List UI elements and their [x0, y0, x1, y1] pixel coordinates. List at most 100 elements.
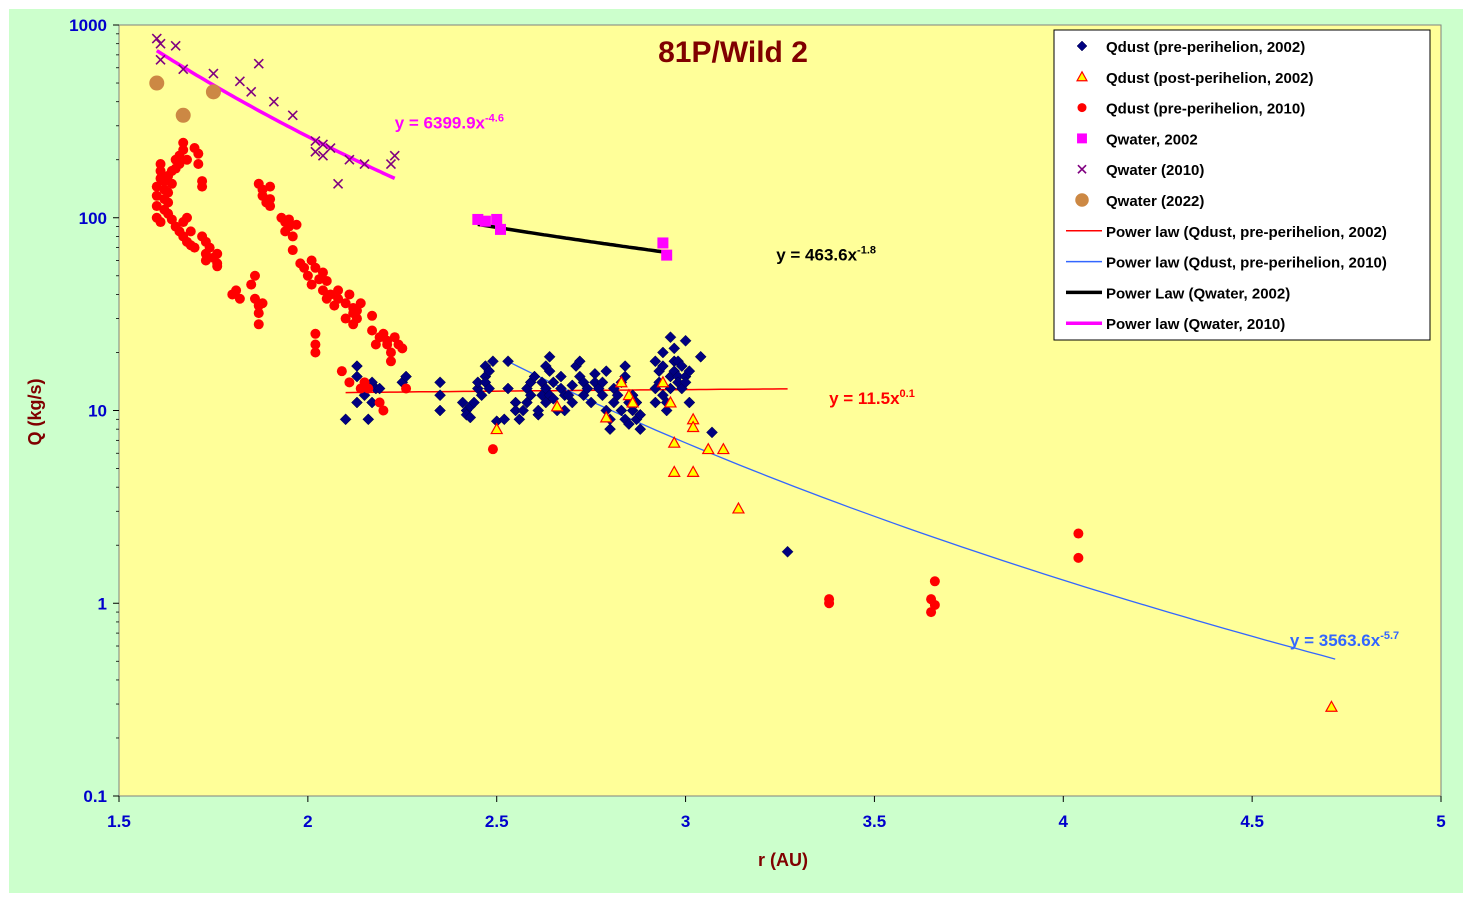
- data-point: [1073, 528, 1084, 539]
- data-point: [483, 382, 496, 395]
- data-point: [657, 360, 669, 372]
- data-point: [283, 221, 294, 232]
- fit-equation-label: y = 6399.9x-4.6: [395, 113, 504, 133]
- data-point-stroke-b: [208, 68, 219, 79]
- data-point: [596, 389, 609, 402]
- data-point: [649, 355, 662, 368]
- legend-label: Qwater, 2002: [1106, 131, 1198, 148]
- data-point: [359, 158, 370, 170]
- x-tick-label: 2.5: [485, 812, 509, 831]
- data-point: [310, 339, 321, 350]
- data-point: [287, 231, 298, 242]
- data-point: [657, 237, 669, 249]
- data-point: [249, 270, 260, 281]
- data-point: [333, 178, 344, 189]
- data-point: [265, 181, 276, 192]
- legend-label: Qdust (pre-perihelion, 2002): [1106, 39, 1305, 56]
- legend-swatch: [1075, 193, 1089, 207]
- data-point-stroke-b: [333, 178, 344, 189]
- data-point: [299, 262, 310, 273]
- fit-equation-base: y = 11.5x: [829, 389, 900, 408]
- legend-swatch: [1076, 70, 1088, 82]
- y-tick-label: 10: [88, 402, 107, 421]
- data-point: [234, 76, 245, 87]
- data-point: [181, 154, 192, 165]
- legend-label: Power Law (Qwater, 2002): [1106, 285, 1290, 302]
- data-point: [212, 248, 223, 259]
- fit-equation-label: y = 11.5x0.1: [829, 388, 915, 408]
- data-point: [333, 293, 344, 304]
- x-tick-label: 4.5: [1240, 812, 1264, 831]
- data-point-stroke-b: [389, 150, 400, 161]
- data-point: [155, 217, 166, 228]
- axes: 1.5 2 2.5 3 3.5 4 4.5 5 0.1 1 10 100 1000: [69, 16, 1446, 831]
- data-point-stroke-b: [178, 64, 189, 75]
- chart-title: 81P/Wild 2: [658, 36, 808, 69]
- data-point: [174, 159, 185, 170]
- data-point: [589, 367, 601, 380]
- data-point: [615, 404, 628, 417]
- data-point: [472, 213, 484, 225]
- data-point: [400, 370, 412, 383]
- data-point-stroke-b: [317, 150, 329, 161]
- data-point: [683, 365, 696, 378]
- fit-equation-base: y = 6399.9x: [395, 114, 486, 133]
- data-point: [205, 84, 221, 100]
- legend-label: Qdust (pre-perihelion, 2010): [1106, 101, 1305, 118]
- legend-label: Qdust (post-perihelion, 2002): [1106, 70, 1314, 87]
- data-point: [456, 396, 469, 409]
- data-point: [246, 86, 257, 97]
- fit-equation-base: y = 3563.6x: [1290, 631, 1381, 650]
- fit-equation-exponent: 0.1: [900, 388, 915, 400]
- legend-swatch: [1077, 103, 1087, 113]
- data-point: [566, 379, 579, 392]
- data-point: [701, 442, 715, 455]
- data-point: [344, 289, 355, 300]
- data-point: [464, 411, 477, 424]
- data-point: [491, 213, 503, 225]
- data-point: [253, 319, 264, 330]
- data-point: [155, 38, 166, 49]
- data-point: [291, 219, 302, 230]
- data-point: [502, 382, 514, 395]
- data-point-stroke-b: [287, 110, 298, 121]
- data-point: [385, 356, 396, 367]
- data-point: [599, 410, 613, 423]
- data-point: [667, 436, 681, 448]
- data-point: [325, 142, 336, 154]
- data-point: [524, 389, 537, 402]
- data-point: [679, 334, 692, 347]
- data-point: [373, 382, 386, 395]
- data-point: [675, 360, 688, 372]
- fit-equation-label: y = 3563.6x-5.7: [1290, 630, 1399, 650]
- data-point: [374, 397, 385, 408]
- x-tick-label: 3.5: [863, 812, 887, 831]
- fit-line: [504, 359, 1336, 660]
- data-point: [351, 396, 363, 409]
- data-point: [468, 396, 480, 409]
- y-tick-label: 1: [98, 594, 107, 613]
- data-point-stroke-b: [151, 33, 162, 44]
- data-point-stroke-b: [253, 58, 264, 69]
- data-point: [434, 404, 446, 417]
- data-point: [656, 375, 670, 388]
- data-point: [555, 370, 567, 383]
- data-point: [532, 404, 545, 417]
- data-point: [1324, 700, 1338, 712]
- data-point: [547, 376, 560, 389]
- data-point: [434, 376, 446, 389]
- y-axis-label: Q (kg/s): [25, 378, 45, 445]
- data-point: [208, 68, 219, 79]
- data-point: [543, 350, 556, 363]
- data-point: [178, 137, 189, 148]
- data-point: [490, 422, 504, 435]
- data-point: [694, 350, 707, 363]
- data-point: [604, 423, 616, 436]
- data-point: [265, 201, 276, 212]
- data-point: [566, 396, 579, 409]
- legend-swatch: [1076, 40, 1088, 52]
- fit-equation-base: y = 463.6x: [776, 246, 857, 265]
- data-point: [626, 404, 639, 417]
- data-point: [614, 375, 628, 388]
- data-point: [517, 404, 530, 417]
